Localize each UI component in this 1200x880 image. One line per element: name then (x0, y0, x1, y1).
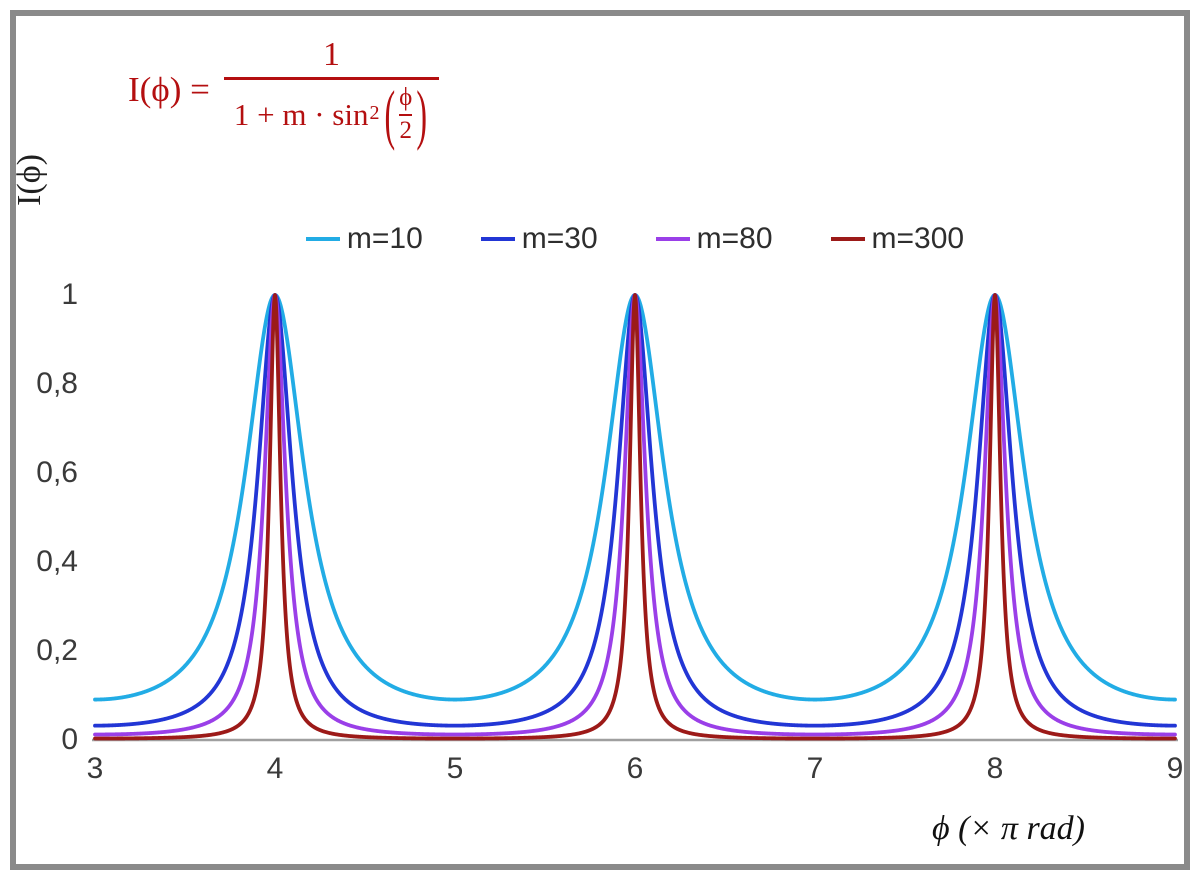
x-tick-label: 4 (266, 752, 284, 785)
y-tick-label: 0 (61, 723, 78, 756)
legend-item-m80: m=80 (655, 222, 773, 256)
legend-item-m30: m=30 (480, 222, 598, 256)
x-tick-label: 7 (806, 752, 824, 785)
legend-label-m300: m=300 (871, 222, 965, 255)
close-paren: ) (416, 75, 427, 152)
y-tick-label: 0,8 (36, 367, 78, 400)
formula-fraction: 1 1 + m · sin 2 ( ϕ 2 ) (223, 36, 439, 151)
y-tick-label: 0,2 (36, 634, 78, 667)
y-tick-label: 0,6 (36, 456, 78, 489)
x-axis-title: ϕ (× π rad) (932, 810, 1085, 847)
legend-item-m10: m=10 (305, 222, 423, 256)
legend-label-m30: m=30 (521, 222, 598, 255)
formula-den-text: 1 + m · sin (233, 96, 369, 132)
x-tick-label: 5 (446, 752, 464, 785)
x-tick-label: 9 (1166, 752, 1184, 785)
formula-denominator: 1 + m · sin 2 ( ϕ 2 ) (223, 76, 439, 151)
y-tick-label: 0,4 (36, 545, 78, 578)
series-line-m=300 (93, 293, 1177, 741)
inner-frac-bar (399, 113, 413, 116)
legend-swatch-m300 (830, 237, 865, 241)
formula-annotation: I(ϕ) = 1 1 + m · sin 2 ( ϕ 2 ) (128, 36, 439, 151)
y-tick-label: 1 (61, 278, 78, 311)
legend-swatch-m30 (480, 237, 515, 241)
inner-frac-numerator: ϕ (399, 84, 413, 112)
x-tick-label: 6 (626, 752, 644, 785)
legend-swatch-m80 (655, 237, 690, 241)
legend-swatch-m10 (305, 237, 340, 241)
legend-label-m10: m=10 (346, 222, 423, 255)
series-line-m=80 (93, 293, 1177, 737)
y-axis-title-text: I(ϕ) (11, 154, 48, 206)
x-tick-label: 8 (986, 752, 1004, 785)
y-axis-title: I(ϕ) (6, 110, 54, 250)
legend-label-m80: m=80 (696, 222, 773, 255)
formula-den-exponent: 2 (369, 101, 380, 124)
x-tick-label: 3 (86, 752, 104, 785)
inner-frac-denominator: 2 (399, 116, 412, 144)
formula-numerator: 1 (322, 36, 340, 73)
legend: m=10 m=30 m=80 m=300 (95, 222, 1175, 256)
formula-lhs: I(ϕ) = (128, 69, 210, 109)
formula-inner-fraction: ϕ 2 (399, 84, 413, 144)
legend-item-m300: m=300 (830, 222, 965, 256)
series-line-m=30 (93, 293, 1177, 728)
open-paren: ( (384, 75, 396, 152)
